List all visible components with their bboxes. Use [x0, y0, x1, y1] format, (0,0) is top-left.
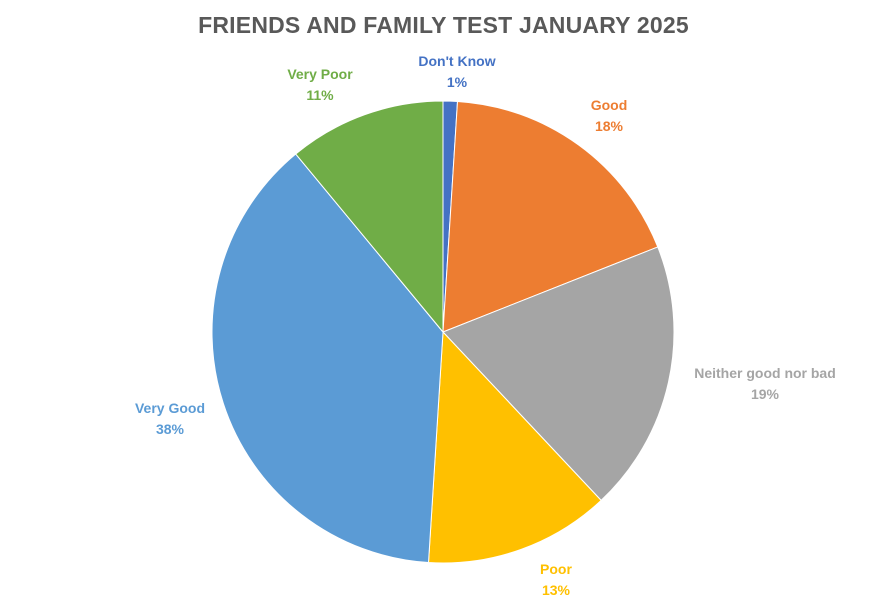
- chart-title: FRIENDS AND FAMILY TEST JANUARY 2025: [198, 12, 689, 38]
- pie-label-value: 1%: [447, 74, 468, 90]
- pie-label-category: Neither good nor bad: [694, 365, 836, 381]
- pie-label-neither-good-nor-bad: Neither good nor bad 19%: [694, 365, 836, 402]
- pie-label-good: Good 18%: [591, 97, 628, 134]
- pie-slice-neither-good-nor-bad: [442, 246, 675, 502]
- pie-slice-good: [442, 100, 659, 333]
- pie-label-category: Poor: [540, 561, 572, 577]
- pie-labels: Don't Know 1% Good 18% Neither good nor bad 1…: [135, 53, 836, 598]
- pie-label-value: 18%: [595, 118, 624, 134]
- pie-label-value: 19%: [751, 386, 780, 402]
- pie-label-value: 13%: [542, 582, 571, 598]
- pie-label-very-good: Very Good 38%: [135, 400, 205, 437]
- pie-label-poor: Poor 13%: [540, 561, 572, 598]
- pie-label-category: Very Good: [135, 400, 205, 416]
- pie-slice-poor: [427, 330, 602, 564]
- pie-slice-very-poor: [295, 100, 444, 334]
- pie-label-don-t-know: Don't Know 1%: [418, 53, 495, 90]
- pie-label-value: 38%: [156, 421, 185, 437]
- pie-label-category: Don't Know: [418, 53, 495, 69]
- pie-label-very-poor: Very Poor 11%: [287, 66, 353, 103]
- pie-slice-very-good: [211, 153, 444, 564]
- pie-label-category: Very Poor: [287, 66, 353, 82]
- pie-label-value: 11%: [306, 87, 334, 103]
- pie-label-category: Good: [591, 97, 628, 113]
- pie-slices: [211, 100, 675, 564]
